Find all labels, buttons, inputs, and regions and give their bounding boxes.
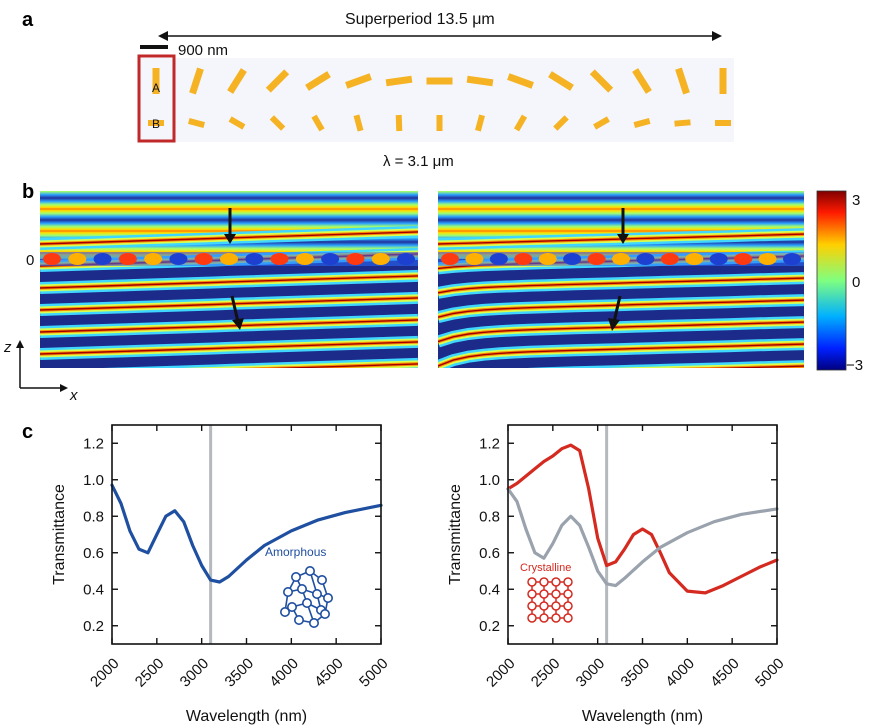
antenna-row-bottom [148, 114, 731, 132]
antenna-b [187, 118, 206, 128]
amorphous-label: Amorphous [265, 545, 326, 559]
antenna-a [189, 67, 204, 95]
y-tick-label: 0.6 [479, 545, 500, 562]
x-tick-label: 3000 [573, 655, 609, 691]
x-tick-label: 2500 [132, 655, 168, 691]
antenna-a [632, 68, 652, 94]
y-tick-label: 0.8 [479, 508, 500, 525]
x-tick-label: 4500 [311, 655, 347, 691]
antenna-a [466, 75, 494, 87]
colorbar [816, 190, 847, 371]
y-tick-label: 0.8 [83, 508, 104, 525]
antenna-a [675, 67, 690, 95]
antenna-b [395, 114, 403, 132]
y-tick-label: 1.0 [479, 472, 500, 489]
superperiod-arrow [158, 31, 722, 41]
transmittance-chart-crystalline: 0.2 0.4 0.6 0.8 1.0 1.2 2000 2500 3000 3500 4000 45… [447, 424, 788, 725]
antenna-a [548, 71, 574, 91]
antenna-a [385, 75, 413, 87]
y-axis-title: Transmittance [447, 484, 464, 585]
x-tick-label: 4000 [662, 655, 698, 691]
x-tick-label: 3500 [618, 655, 654, 691]
antenna-b [715, 120, 731, 126]
metasurface-strip [138, 58, 734, 142]
antenna-a [265, 69, 290, 93]
panel-b-label: b [22, 181, 34, 203]
x-tick-label: 2500 [528, 655, 564, 691]
x-tick-label: 5000 [752, 655, 788, 691]
z-axis-label: z [3, 339, 12, 356]
plot-frame [111, 424, 382, 645]
field-map-amorphous [40, 191, 418, 368]
antenna-b [674, 119, 691, 127]
x-axis-label: x [69, 387, 78, 404]
transmittance-series-line [110, 483, 383, 584]
panel-a-label: a [22, 9, 34, 31]
x-axis-title: Wavelength (nm) [186, 708, 307, 725]
y-tick-label: 0.2 [479, 618, 500, 635]
x-tick-label: 4500 [707, 655, 743, 691]
transmittance-chart-amorphous: 0.2 0.4 0.6 0.8 1.0 1.2 2000 2500 3000 3500 4000 45… [51, 424, 392, 725]
antenna-a [719, 68, 727, 94]
y-tick-label: 0.4 [83, 581, 104, 598]
antenna-b [353, 114, 364, 132]
antenna-a [345, 73, 372, 89]
refracted-arrow-left [230, 295, 244, 330]
panel-c-label: c [22, 421, 33, 443]
wavelength-label: λ = 3.1 μm [383, 153, 454, 170]
x-tick-label: 2000 [87, 655, 123, 691]
antenna-a [426, 77, 453, 85]
x-tick-label: 2000 [483, 655, 519, 691]
x-tick-label: 4000 [266, 655, 302, 691]
x-tick-label: 3000 [177, 655, 213, 691]
antenna-b [513, 114, 528, 132]
antenna-a [305, 71, 331, 91]
superperiod-label: Superperiod 13.5 μm [345, 11, 495, 28]
scale-label: 900 nm [178, 42, 228, 59]
colorbar-tick-max: 3 [852, 192, 860, 209]
colorbar-tick-min: −3 [846, 357, 863, 374]
transmittance-series-line [506, 443, 779, 595]
y-axis-title: Transmittance [51, 484, 68, 585]
antenna-b [148, 120, 164, 126]
antenna-b [633, 118, 651, 128]
field-map-crystalline [438, 191, 804, 368]
antenna-a [507, 73, 534, 89]
y-tick-label: 0.2 [83, 618, 104, 635]
antenna-b [228, 116, 246, 130]
antenna-b [593, 116, 610, 130]
x-tick-label: 3500 [222, 655, 258, 691]
y-tick-label: 1.2 [479, 435, 500, 452]
y-tick-label: 0.4 [479, 581, 500, 598]
y-tick-label: 0.6 [83, 545, 104, 562]
antenna-b [553, 115, 569, 131]
coordinate-axes [16, 340, 68, 392]
antenna-b [475, 114, 485, 132]
y-tick-label: 1.2 [83, 435, 104, 452]
crystalline-label: Crystalline [520, 562, 571, 574]
unit-cell-highlight [137, 54, 176, 143]
transmittance-series-line [506, 487, 779, 588]
antenna-b [436, 115, 443, 131]
x-axis-title: Wavelength (nm) [582, 708, 703, 725]
incident-arrow-right [617, 208, 629, 244]
antenna-row-top [152, 67, 727, 95]
crystalline-lattice-icon [527, 577, 573, 623]
refracted-arrow-right [608, 295, 622, 331]
antenna-a [227, 68, 247, 94]
antenna-a-label: A [152, 81, 160, 95]
y-tick-label: 1.0 [83, 472, 104, 489]
colorbar-tick-zero: 0 [852, 274, 860, 291]
antenna-a [152, 68, 160, 94]
x-tick-label: 5000 [356, 655, 392, 691]
antenna-b [269, 115, 286, 131]
amorphous-lattice-icon [279, 565, 333, 628]
antenna-b [311, 114, 325, 132]
antenna-b-label: B [152, 117, 160, 131]
incident-arrow-left [224, 208, 236, 244]
antenna-a [589, 69, 614, 93]
zero-level-label: 0 [26, 252, 34, 269]
